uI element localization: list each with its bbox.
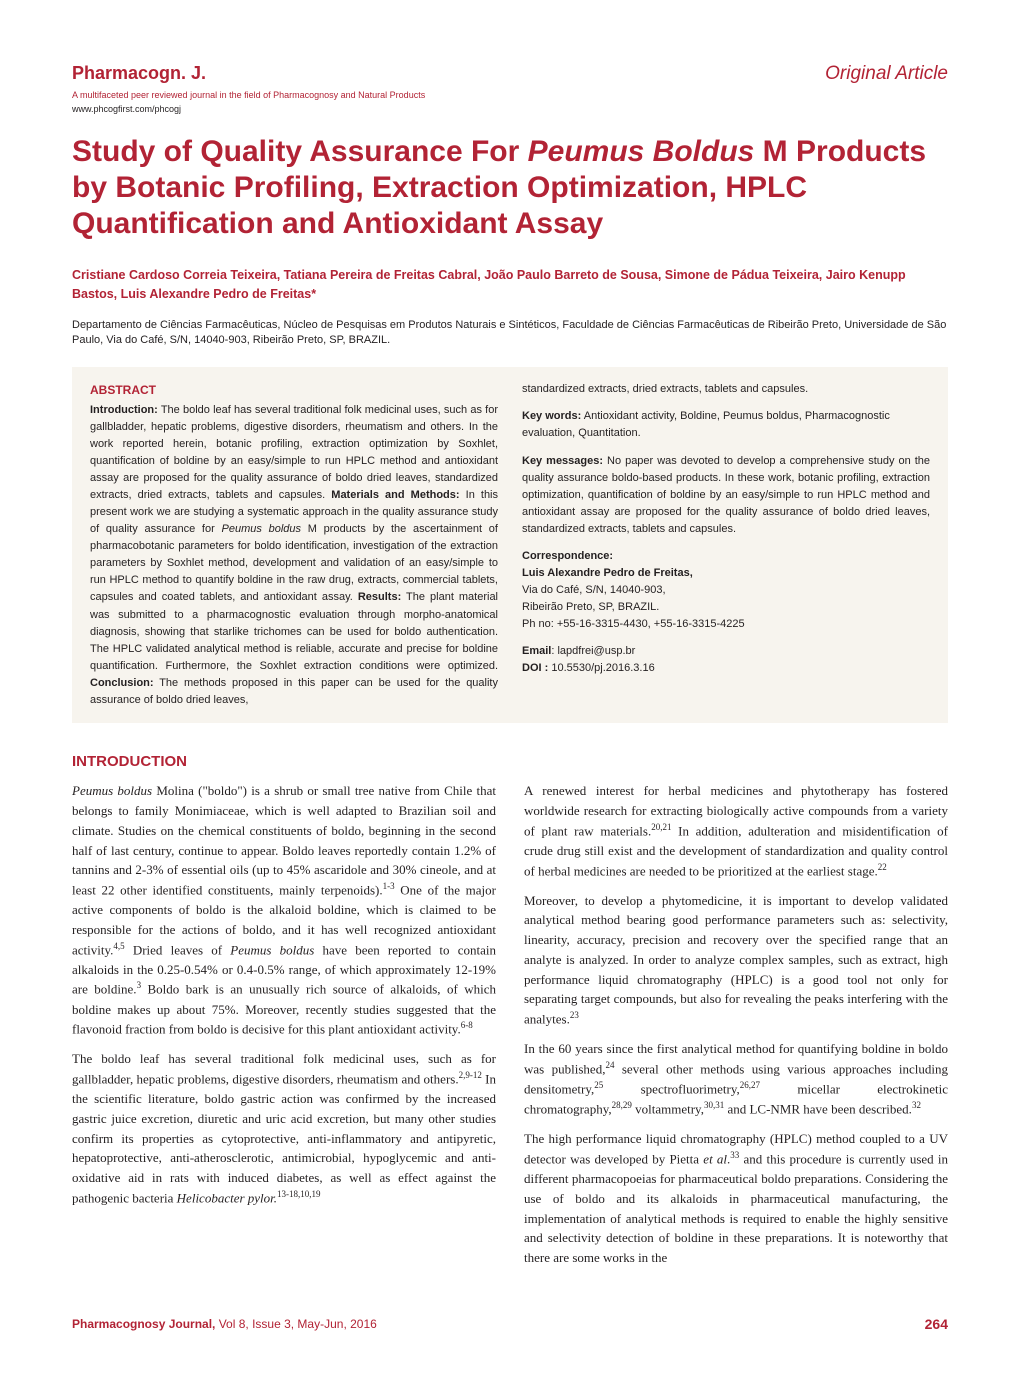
abstract-left-col: ABSTRACT Introduction: The boldo leaf ha… — [90, 381, 498, 708]
header-row: Pharmacogn. J. A multifaceted peer revie… — [72, 60, 948, 116]
email: : lapdfrei@usp.br — [551, 645, 635, 657]
journal-block: Pharmacogn. J. A multifaceted peer revie… — [72, 60, 425, 116]
body-right-p3: In the 60 years since the first analytic… — [524, 1039, 948, 1119]
keymessages-block: Key messages: No paper was devoted to de… — [522, 453, 930, 538]
footer-text: Pharmacognosy Journal, Vol 8, Issue 3, M… — [72, 1315, 377, 1333]
journal-name: Pharmacogn. J. — [72, 60, 425, 87]
body-right-p1: A renewed interest for herbal medicines … — [524, 781, 948, 880]
abstract-right-col: standardized extracts, dried extracts, t… — [522, 381, 930, 708]
body-right-p2: Moreover, to develop a phytomedicine, it… — [524, 891, 948, 1030]
doi-label: DOI : — [522, 662, 548, 674]
body-columns: Peumus boldus Molina ("boldo") is a shru… — [72, 781, 948, 1278]
title-pre: Study of Quality Assurance For — [72, 135, 528, 168]
doi: 10.5530/pj.2016.3.16 — [548, 662, 654, 674]
article-title: Study of Quality Assurance For Peumus Bo… — [72, 134, 948, 242]
email-label: Email — [522, 645, 551, 657]
abstract-heading: ABSTRACT — [90, 381, 498, 400]
keymessages-label: Key messages: — [522, 455, 603, 467]
body-left-col: Peumus boldus Molina ("boldo") is a shru… — [72, 781, 496, 1278]
abstract-right-top: standardized extracts, dried extracts, t… — [522, 381, 930, 398]
body-right-p4: The high performance liquid chromatograp… — [524, 1129, 948, 1268]
journal-url: www.phcogfirst.com/phcogj — [72, 103, 425, 117]
title-italic: Peumus Boldus — [528, 135, 755, 168]
footer-rest: Vol 8, Issue 3, May-Jun, 2016 — [215, 1317, 376, 1331]
journal-subtitle: A multifaceted peer reviewed journal in … — [72, 89, 425, 103]
correspondence-label: Correspondence: — [522, 550, 613, 562]
keywords-block: Key words: Antioxidant activity, Boldine… — [522, 408, 930, 442]
body-right-col: A renewed interest for herbal medicines … — [524, 781, 948, 1278]
body-left-p2: The boldo leaf has several traditional f… — [72, 1049, 496, 1208]
article-type: Original Article — [825, 60, 948, 89]
intro-heading: INTRODUCTION — [72, 751, 948, 774]
correspondence-phone: Ph no: +55-16-3315-4430, +55-16-3315-422… — [522, 618, 745, 630]
footer: Pharmacognosy Journal, Vol 8, Issue 3, M… — [72, 1314, 948, 1335]
correspondence-block: Correspondence: Luis Alexandre Pedro de … — [522, 548, 930, 633]
footer-bold: Pharmacognosy Journal, — [72, 1317, 215, 1331]
correspondence-addr1: Via do Café, S/N, 14040-903, — [522, 584, 666, 596]
abstract-left-text: Introduction: The boldo leaf has several… — [90, 402, 498, 709]
email-doi-block: Email: lapdfrei@usp.br DOI : 10.5530/pj.… — [522, 643, 930, 677]
correspondence-addr2: Ribeirão Preto, SP, BRAZIL. — [522, 601, 659, 613]
affiliation: Departamento de Ciências Farmacêuticas, … — [72, 318, 948, 350]
abstract-box: ABSTRACT Introduction: The boldo leaf ha… — [72, 367, 948, 722]
correspondence-name: Luis Alexandre Pedro de Freitas, — [522, 567, 693, 579]
authors: Cristiane Cardoso Correia Teixeira, Tati… — [72, 266, 948, 304]
footer-page: 264 — [925, 1314, 948, 1335]
body-left-p1: Peumus boldus Molina ("boldo") is a shru… — [72, 781, 496, 1039]
keywords-label: Key words: — [522, 410, 581, 422]
